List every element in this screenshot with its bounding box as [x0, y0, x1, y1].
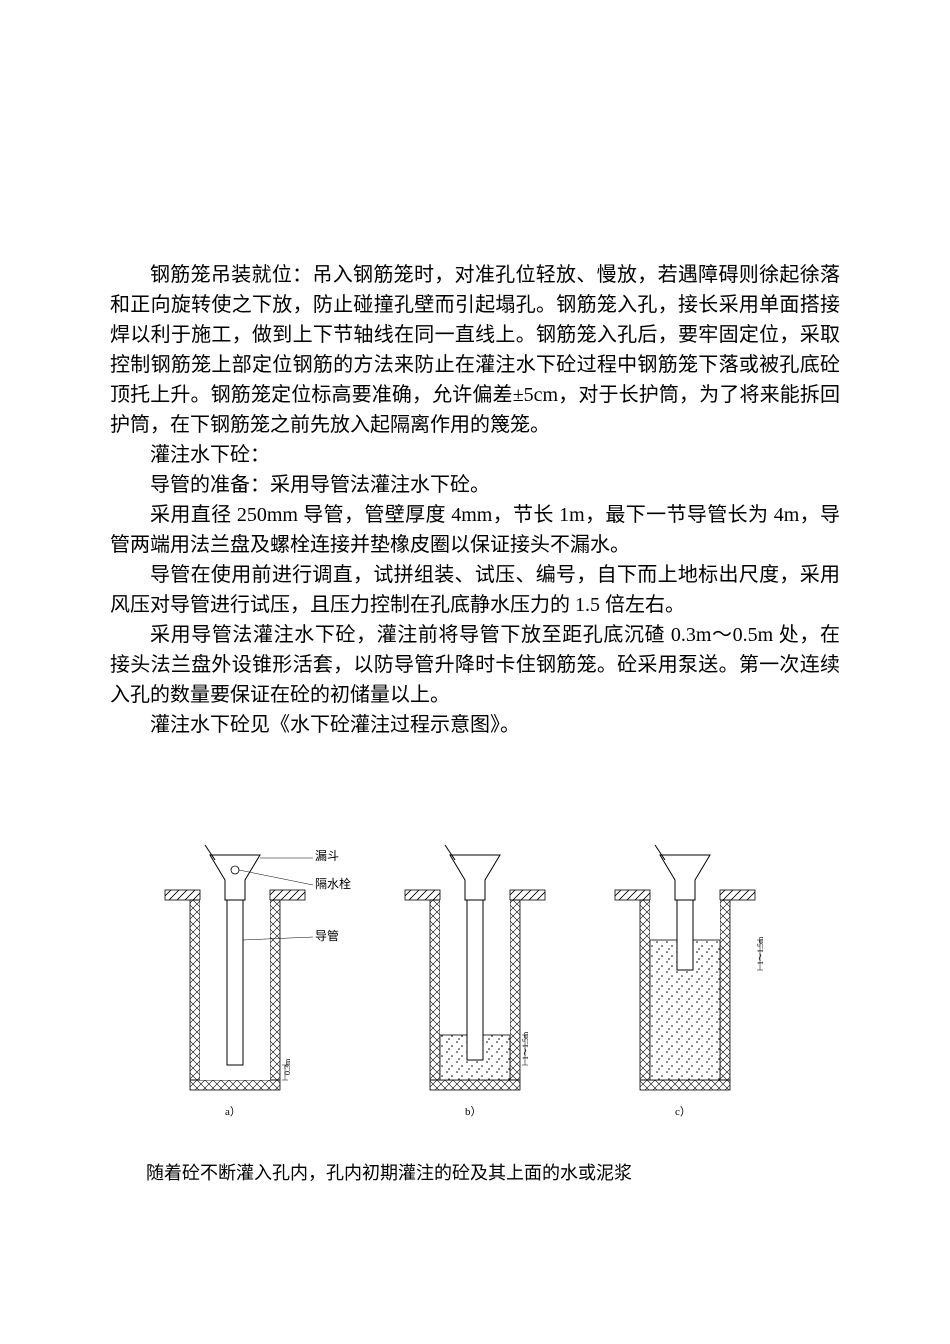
- caption-b: b）: [465, 1105, 482, 1118]
- bottom-paragraph: 随着砼不断灌入孔内，孔内初期灌注的砼及其上面的水或泥浆: [0, 1160, 950, 1187]
- paragraph-7: 灌注水下砼见《水下砼灌注过程示意图》。: [110, 710, 840, 740]
- diagram-container: 0.3m 漏斗 隔水栓 导管 a）: [0, 820, 950, 1130]
- paragraph-1: 钢筋笼吊装就位：吊入钢筋笼时，对准孔位轻放、慢放，若遇障碍则徐起徐落和正向旋转使…: [110, 260, 840, 440]
- paragraph-2: 灌注水下砼：: [110, 440, 840, 470]
- dim-label-a: 0.3m: [283, 1058, 292, 1075]
- paragraph-5: 导管在使用前进行调直，试拼组装、试压、编号，自下而上地标出尺度，采用风压对导管进…: [110, 560, 840, 620]
- caption-a: a）: [225, 1105, 241, 1118]
- dim-label-c: 1～1.5m: [756, 936, 765, 965]
- pipe-label: 导管: [315, 928, 339, 943]
- plug-label: 隔水栓: [315, 876, 351, 891]
- paragraph-3: 导管的准备：采用导管法灌注水下砼。: [110, 470, 840, 500]
- paragraph-4: 采用直径 250mm 导管，管壁厚度 4mm，节长 1m，最下一节导管长为 4m…: [110, 500, 840, 560]
- pouring-diagram: 0.3m 漏斗 隔水栓 导管 a）: [135, 820, 815, 1130]
- paragraph-6: 采用导管法灌注水下砼，灌注前将导管下放至距孔底沉碴 0.3m～0.5m 处，在接…: [110, 620, 840, 710]
- dim-label-b: 1～1.5m: [521, 1031, 530, 1060]
- caption-c: c）: [675, 1105, 691, 1118]
- funnel-label: 漏斗: [315, 849, 339, 863]
